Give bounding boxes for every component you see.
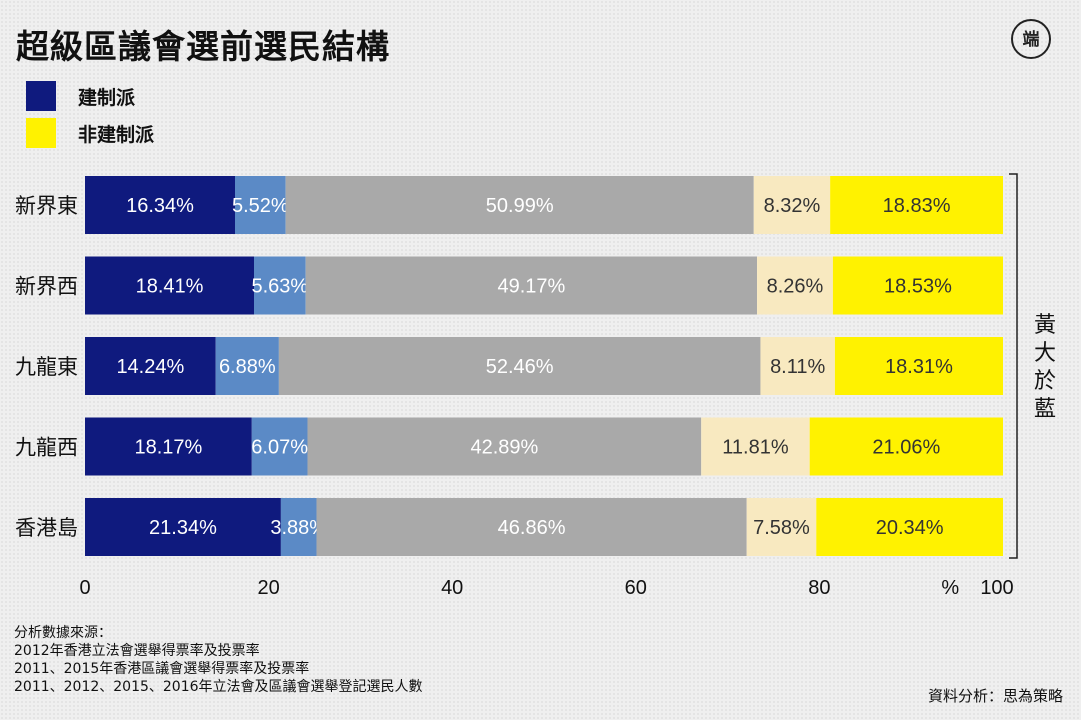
bar-segment bbox=[316, 498, 747, 556]
legend-item-non-establishment: 非建制派 bbox=[26, 118, 154, 148]
data-label: 18.17% bbox=[134, 437, 202, 459]
svg-text:端: 端 bbox=[1023, 29, 1040, 50]
category-label: 九龍東 bbox=[15, 355, 78, 379]
bar-segment bbox=[834, 337, 1003, 395]
x-tick-label: 40 bbox=[441, 577, 463, 599]
data-label: 16.34% bbox=[126, 195, 194, 217]
legend-label-non-establishment: 非建制派 bbox=[78, 123, 155, 146]
bar-segment bbox=[285, 176, 754, 234]
data-label: 6.07% bbox=[251, 437, 308, 459]
data-label: 18.31% bbox=[885, 356, 953, 378]
legend-swatch-non-establishment bbox=[26, 118, 56, 148]
bar-segment bbox=[760, 337, 835, 395]
source-line: 分析數據來源： bbox=[14, 625, 112, 641]
data-label: 49.17% bbox=[497, 276, 565, 298]
bar-segment bbox=[85, 337, 216, 395]
data-label: 21.34% bbox=[149, 517, 217, 539]
data-label: 11.81% bbox=[722, 437, 789, 459]
x-axis-unit: % bbox=[941, 577, 959, 599]
legend-item-establishment: 建制派 bbox=[26, 81, 135, 111]
source-line: 2012年香港立法會選舉得票率及投票率 bbox=[14, 643, 260, 659]
data-label: 8.32% bbox=[764, 195, 821, 217]
bar-segment bbox=[305, 256, 758, 315]
bar-segment bbox=[832, 256, 1003, 315]
bar-segment bbox=[235, 176, 286, 234]
bar-segment bbox=[757, 256, 833, 315]
bar-segment bbox=[85, 498, 281, 556]
source-line: 2011、2012、2015、2016年立法會及區議會選舉登記選民人數 bbox=[14, 679, 423, 695]
bracket-annotation: 黃大於藍 bbox=[1034, 313, 1056, 422]
bar-segment bbox=[278, 337, 761, 395]
data-label: 21.06% bbox=[872, 437, 940, 459]
data-label: 42.89% bbox=[470, 437, 538, 459]
data-label: 8.26% bbox=[767, 276, 824, 298]
data-label: 14.24% bbox=[116, 356, 184, 378]
data-label: 18.83% bbox=[883, 195, 951, 217]
bracket bbox=[1009, 173, 1018, 559]
bar-segment bbox=[215, 337, 279, 395]
data-sources: 分析數據來源： 2012年香港立法會選舉得票率及投票率 2011、2015年香港… bbox=[14, 624, 423, 696]
bar-segment bbox=[830, 176, 1003, 234]
data-label: 18.41% bbox=[136, 276, 204, 298]
publisher-logo: 端 bbox=[1010, 18, 1052, 64]
data-label: 5.63% bbox=[251, 276, 308, 298]
source-line: 2011、2015年香港區議會選舉得票率及投票率 bbox=[14, 661, 310, 677]
category-label: 新界東 bbox=[15, 194, 78, 218]
x-tick-label: 20 bbox=[257, 577, 279, 599]
bar-segment bbox=[85, 417, 252, 476]
bar-segment bbox=[307, 417, 702, 476]
data-label: 52.46% bbox=[486, 356, 554, 378]
legend-label-establishment: 建制派 bbox=[78, 86, 136, 109]
chart-title: 超級區議會選前選民結構 bbox=[16, 27, 390, 66]
category-label: 香港島 bbox=[15, 516, 78, 540]
bar-segment bbox=[254, 256, 306, 315]
bar-segment bbox=[701, 417, 810, 476]
x-tick-label: 0 bbox=[79, 577, 90, 599]
analysis-credit: 資料分析：思為策略 bbox=[927, 687, 1063, 705]
category-label: 新界西 bbox=[15, 275, 78, 299]
x-tick-label: 100 bbox=[980, 577, 1013, 599]
data-label: 50.99% bbox=[486, 195, 554, 217]
data-label: 18.53% bbox=[884, 276, 952, 298]
bar-segment bbox=[85, 176, 236, 234]
data-label: 3.88% bbox=[270, 517, 327, 539]
data-label: 5.52% bbox=[232, 195, 289, 217]
bar-segment bbox=[251, 417, 308, 476]
bar-segment bbox=[816, 498, 1003, 556]
bar-segment bbox=[746, 498, 817, 556]
data-label: 6.88% bbox=[219, 356, 276, 378]
x-tick-label: 80 bbox=[808, 577, 830, 599]
data-label: 46.86% bbox=[498, 517, 566, 539]
x-tick-label: 60 bbox=[625, 577, 647, 599]
bar-segment bbox=[280, 498, 317, 556]
category-label: 九龍西 bbox=[15, 436, 78, 460]
bar-segment bbox=[809, 417, 1003, 476]
bar-segment bbox=[85, 256, 255, 315]
bar-segment bbox=[753, 176, 831, 234]
data-label: 7.58% bbox=[753, 517, 810, 539]
stacked-bar-chart: 16.34% 5.52% 50.99% 8.32% 18.83% 新界東 18.41% 5.6… bbox=[15, 173, 1056, 599]
data-label: 20.34% bbox=[876, 517, 944, 539]
legend-swatch-establishment bbox=[26, 81, 56, 111]
data-label: 8.11% bbox=[770, 356, 825, 378]
